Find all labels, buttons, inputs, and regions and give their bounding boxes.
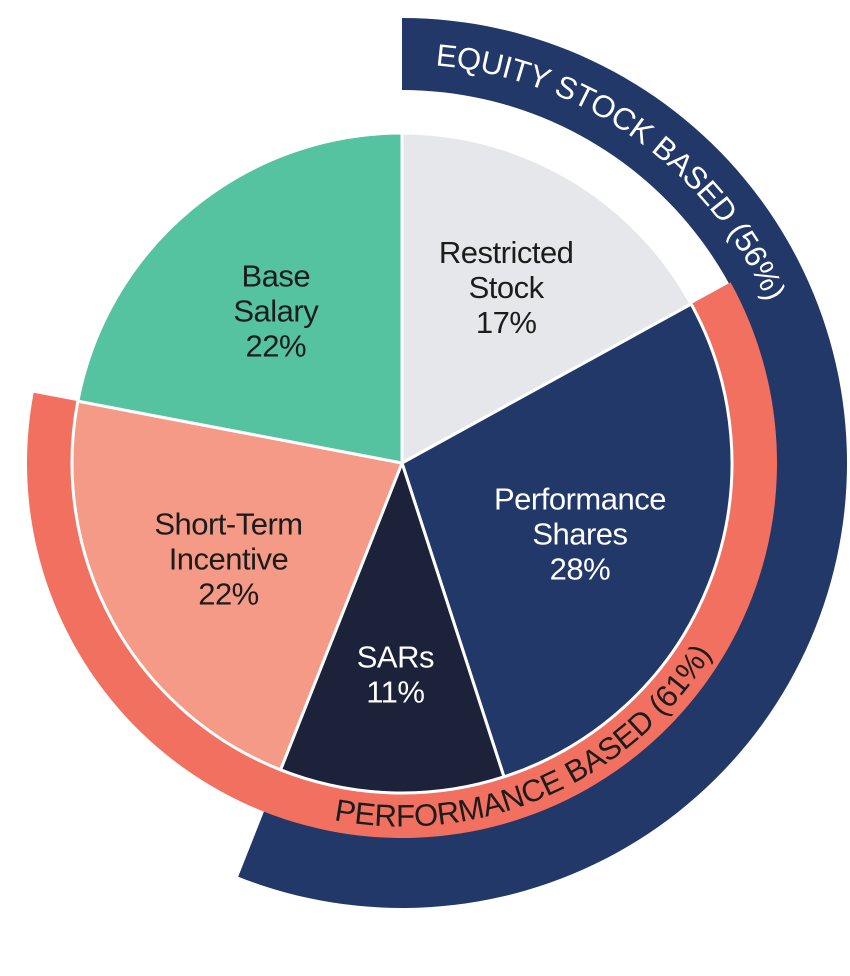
slice-label-short-term-incentive: Short-Term Incentive 22%	[154, 506, 302, 611]
slice-label-restricted-stock: Restricted Stock 17%	[439, 235, 574, 340]
slice-sars	[279, 461, 506, 795]
slice-base-salary	[76, 131, 404, 465]
slice-label-base-salary: Base Salary 22%	[233, 258, 319, 363]
slice-performance-shares	[400, 302, 734, 779]
slice-short-term-incentive	[70, 399, 404, 772]
slice-label-performance-shares: Performance Shares 28%	[494, 481, 666, 586]
slice-label-sars: SARs 11%	[357, 640, 434, 710]
slice-restricted-stock	[400, 131, 693, 465]
